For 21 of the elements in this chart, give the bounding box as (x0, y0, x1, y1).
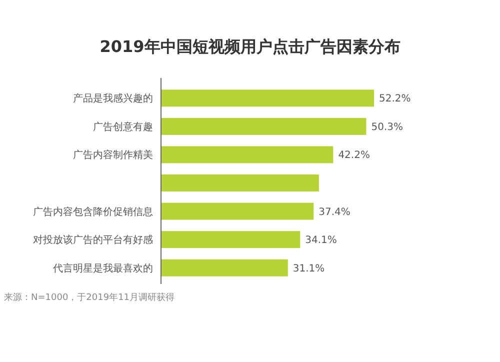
chart-title: 2019年中国短视频用户点击广告因素分布 (100, 37, 400, 56)
data-label: 31.1% (292, 263, 325, 274)
bar (161, 202, 314, 220)
bar (161, 90, 374, 107)
y-tick-label: 对投放该广告的平台有好感 (33, 234, 153, 246)
bar (161, 118, 366, 135)
bar (161, 259, 288, 276)
data-label: 42.2% (338, 150, 370, 162)
y-tick-label: 产品是我感兴趣的 (73, 92, 153, 105)
bar (161, 174, 319, 192)
bar (161, 231, 300, 248)
data-label: 52.2% (379, 94, 411, 105)
y-tick-label: 广告创意有趣 (93, 120, 153, 133)
y-tick-label: 广告内容制作精美 (73, 149, 153, 162)
bar (161, 146, 334, 164)
data-label: 50.3% (371, 122, 404, 133)
data-label: 37.4% (318, 206, 350, 218)
data-label: 34.1% (305, 235, 337, 246)
source-note: 来源：N=1000，于2019年11月调研获得 (4, 292, 175, 303)
y-tick-label: 代言明星是我最喜欢的 (52, 262, 153, 274)
y-tick-label: 广告内容包含降价促销信息 (33, 206, 153, 218)
